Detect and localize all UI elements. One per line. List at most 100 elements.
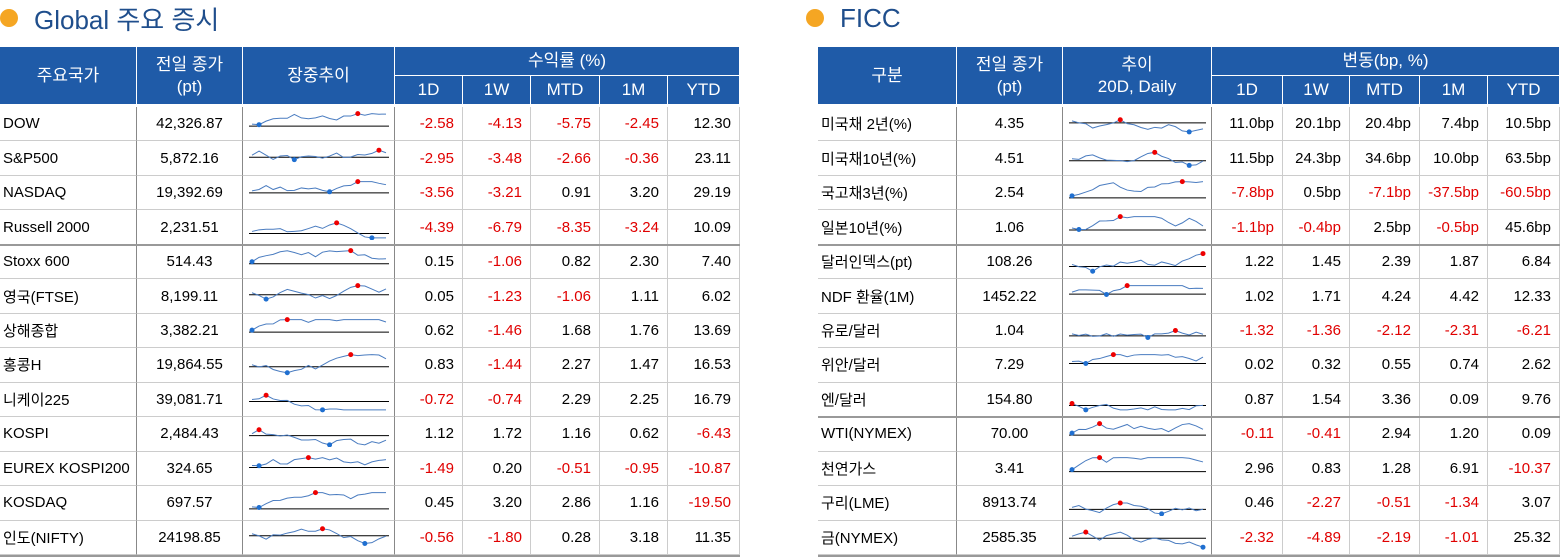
row-change: -1.49 bbox=[395, 451, 463, 487]
sparkline-line bbox=[251, 353, 386, 374]
sparkline bbox=[248, 220, 389, 241]
row-change: 12.33 bbox=[1488, 279, 1560, 314]
row-change: -3.48 bbox=[463, 141, 531, 176]
row-name: KOSPI bbox=[0, 417, 137, 452]
row-name: EUREX KOSPI200 bbox=[0, 451, 137, 487]
row-change: 1.20 bbox=[1420, 417, 1488, 452]
row-change: -37.5bp bbox=[1420, 175, 1488, 211]
row-change: -6.79 bbox=[463, 210, 531, 245]
sparkline bbox=[1068, 251, 1206, 275]
group-separator bbox=[0, 243, 740, 246]
sparkline-dot bbox=[1117, 214, 1123, 220]
row-change: 0.55 bbox=[1350, 348, 1420, 383]
sparkline-dot bbox=[361, 541, 367, 547]
sparkline-dot bbox=[1117, 500, 1123, 506]
sparkline-line bbox=[1071, 215, 1203, 230]
sparkline-dot bbox=[1172, 328, 1178, 334]
row-name: KOSDAQ bbox=[0, 486, 137, 521]
sparkline-dot bbox=[284, 317, 290, 323]
sparkline-dot bbox=[1179, 179, 1185, 185]
sparkline-dot bbox=[256, 463, 262, 469]
row-change: -0.36 bbox=[600, 141, 668, 176]
row-change: 1.11 bbox=[600, 279, 668, 314]
row-change: -0.11 bbox=[1212, 417, 1283, 452]
header-period: 1D bbox=[1212, 76, 1283, 105]
row-change: -10.37 bbox=[1488, 451, 1560, 487]
bottom-border bbox=[818, 555, 1560, 557]
row-change: 1.45 bbox=[1283, 244, 1350, 280]
sparkline-dot bbox=[1096, 420, 1102, 426]
row-change: 63.5bp bbox=[1488, 141, 1560, 176]
header-period: 1D bbox=[395, 76, 463, 105]
sparkline bbox=[1068, 116, 1206, 134]
sparkline-line bbox=[1071, 118, 1203, 132]
header-period: MTD bbox=[1350, 76, 1420, 105]
sparkline-dot bbox=[333, 220, 339, 226]
row-change: -0.95 bbox=[600, 451, 668, 487]
sparkline-line bbox=[251, 491, 386, 508]
header-name: 주요국가 bbox=[0, 47, 137, 105]
sparkline bbox=[1068, 149, 1206, 168]
row-change: 2.94 bbox=[1350, 417, 1420, 452]
row-close: 39,081.71 bbox=[137, 382, 243, 418]
row-change: -2.12 bbox=[1350, 313, 1420, 349]
sparkline-cell bbox=[243, 210, 395, 245]
row-change: 3.20 bbox=[600, 175, 668, 211]
row-change: 23.11 bbox=[668, 141, 740, 176]
row-change: 0.28 bbox=[531, 520, 600, 555]
row-change: -8.35 bbox=[531, 210, 600, 245]
sparkline bbox=[1068, 401, 1206, 413]
row-change: -4.39 bbox=[395, 210, 463, 245]
sparkline-dot bbox=[1069, 401, 1074, 407]
sparkline-dot bbox=[263, 392, 269, 398]
row-name: 유로/달러 bbox=[818, 313, 957, 349]
row-close: 154.80 bbox=[957, 382, 1063, 418]
header-period: YTD bbox=[668, 76, 740, 105]
sparkline-dot bbox=[1200, 251, 1205, 257]
row-change: -1.23 bbox=[463, 279, 531, 314]
bottom-border bbox=[0, 555, 740, 557]
header-group: 변동(bp, %) bbox=[1212, 47, 1560, 76]
sparkline-cell bbox=[243, 107, 395, 142]
row-change: 0.82 bbox=[531, 244, 600, 280]
row-change: -0.51 bbox=[531, 451, 600, 487]
row-name: 상해종합 bbox=[0, 313, 137, 349]
sparkline bbox=[248, 179, 389, 195]
sparkline bbox=[248, 392, 389, 413]
sparkline bbox=[1068, 179, 1206, 199]
row-change: 0.91 bbox=[531, 175, 600, 211]
sparkline bbox=[248, 248, 389, 265]
sparkline-dot bbox=[305, 455, 311, 461]
row-close: 2.54 bbox=[957, 175, 1063, 211]
row-change: -0.56 bbox=[395, 520, 463, 555]
header-text: (pt) bbox=[176, 76, 203, 96]
row-change: 0.87 bbox=[1212, 382, 1283, 418]
sparkline-dot bbox=[284, 369, 290, 375]
sparkline-line bbox=[1071, 330, 1203, 339]
row-change: 7.4bp bbox=[1420, 107, 1488, 142]
row-change: 13.69 bbox=[668, 313, 740, 349]
header-text: 장중추이 bbox=[287, 65, 350, 85]
sparkline-cell bbox=[1063, 486, 1212, 521]
header-text: (pt) bbox=[996, 76, 1023, 96]
row-change: 25.32 bbox=[1488, 520, 1560, 555]
row-change: 0.62 bbox=[600, 417, 668, 452]
sparkline bbox=[248, 282, 389, 302]
sparkline-line bbox=[1071, 457, 1203, 471]
header-close: 전일 종가 (pt) bbox=[137, 47, 243, 105]
row-change: -1.01 bbox=[1420, 520, 1488, 555]
row-change: -2.45 bbox=[600, 107, 668, 142]
row-name: NDF 환율(1M) bbox=[818, 279, 957, 314]
sparkline-dot bbox=[326, 189, 332, 195]
sparkline-dot bbox=[1124, 282, 1130, 288]
sparkline-line bbox=[251, 284, 386, 300]
sparkline bbox=[1068, 455, 1206, 473]
row-change: -0.41 bbox=[1283, 417, 1350, 452]
sparkline-cell bbox=[243, 520, 395, 555]
row-change: 1.54 bbox=[1283, 382, 1350, 418]
row-change: 12.30 bbox=[668, 107, 740, 142]
row-change: -60.5bp bbox=[1488, 175, 1560, 211]
sparkline-cell bbox=[1063, 141, 1212, 176]
row-change: 2.30 bbox=[600, 244, 668, 280]
row-change: 0.05 bbox=[395, 279, 463, 314]
